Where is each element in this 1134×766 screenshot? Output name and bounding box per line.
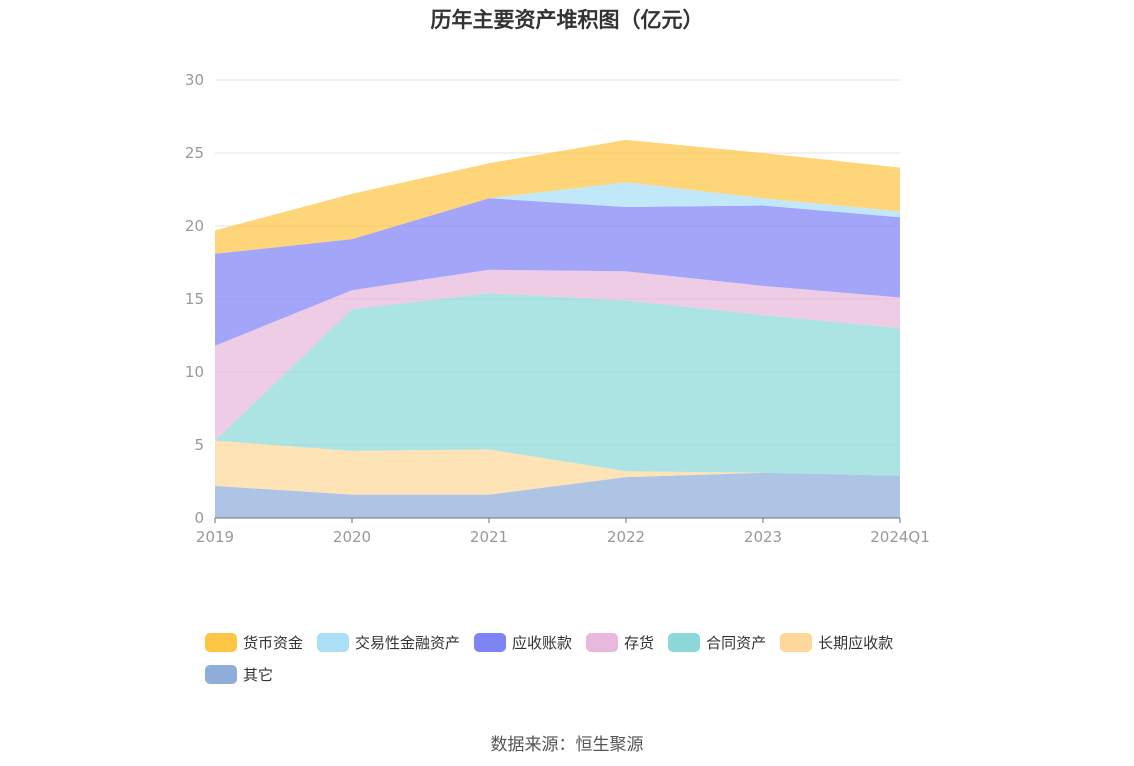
stacked-area-chart: 0 5 10 15 20 25 30 2019 2020 2021 2022 2023 2024Q1 [185,71,930,546]
chart-legend: 货币资金 交易性金融资产 应收账款 存货 合同资产 长期应收款其它 [205,630,965,694]
y-tick-label: 30 [185,71,204,89]
legend-label: 应收账款 [512,633,573,652]
area-series-0 [215,472,900,518]
legend-label: 货币资金 [243,633,304,652]
x-tick-label: 2020 [333,528,371,546]
legend-item[interactable]: 长期应收款 [780,630,893,654]
y-tick-label: 20 [185,217,204,235]
legend-swatch [586,632,619,652]
legend-label: 存货 [624,633,655,652]
y-tick-label: 15 [185,290,204,308]
y-tick-label: 25 [185,144,204,162]
y-axis-ticks: 0 5 10 15 20 25 30 [185,71,204,527]
x-tick-label: 2023 [744,528,782,546]
legend-item[interactable]: 交易性金融资产 [317,630,460,654]
legend-item[interactable]: 其它 [205,662,273,686]
legend-swatch [317,632,350,652]
legend-item[interactable]: 合同资产 [668,630,766,654]
x-tick-label: 2024Q1 [870,528,930,546]
area-series-layer [215,139,900,518]
x-tick-label: 2022 [607,528,645,546]
y-tick-label: 5 [194,436,204,454]
y-tick-label: 0 [194,509,204,527]
area-series-1 [215,440,900,495]
y-tick-label: 10 [185,363,204,381]
x-axis-ticks: 2019 2020 2021 2022 2023 2024Q1 [196,528,930,546]
legend-swatch [474,632,507,652]
x-tick-label: 2021 [470,528,508,546]
legend-item[interactable]: 存货 [586,630,654,654]
area-series-5 [215,182,900,254]
legend-item[interactable]: 应收账款 [474,630,572,654]
x-axis [214,517,901,523]
legend-label: 交易性金融资产 [355,633,461,652]
legend-label: 长期应收款 [818,633,894,652]
area-series-4 [215,198,900,346]
legend-swatch [205,664,237,684]
area-series-6 [215,139,900,254]
legend-swatch [205,632,237,652]
legend-swatch [668,632,701,652]
area-series-2 [215,293,900,476]
legend-label: 合同资产 [706,633,767,652]
legend-swatch [780,632,813,652]
chart-title: 历年主要资产堆积图（亿元） [430,8,704,32]
legend-label: 其它 [243,665,274,684]
data-source-note: 数据来源：恒生聚源 [490,735,644,755]
x-tick-label: 2019 [196,528,234,546]
legend-item[interactable]: 货币资金 [205,630,303,654]
